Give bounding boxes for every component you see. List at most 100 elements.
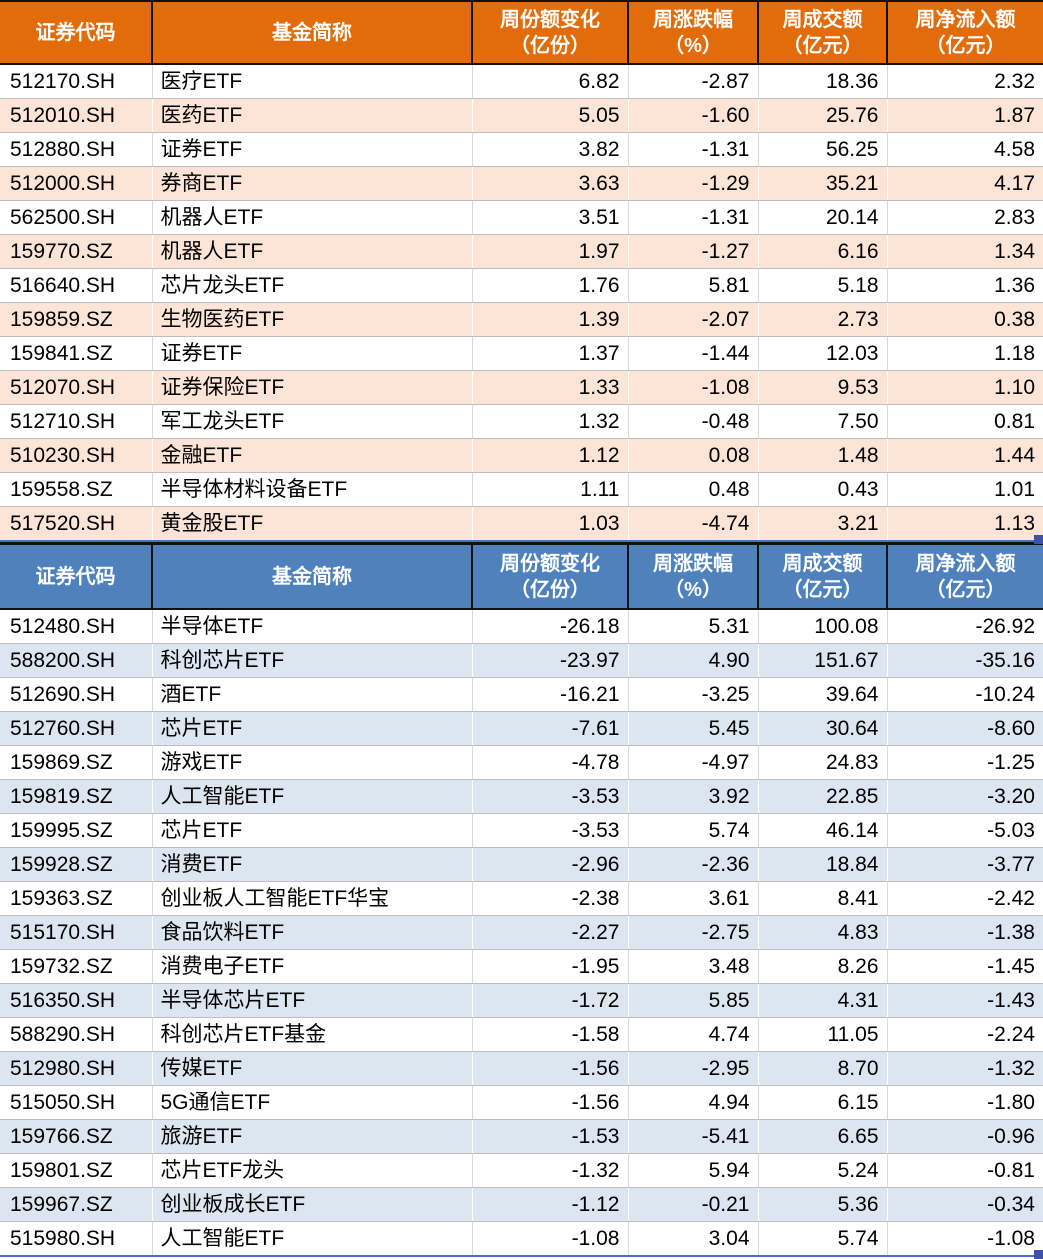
- cell-net-inflow[interactable]: -1.08: [887, 1221, 1043, 1257]
- cell-pct-change[interactable]: -1.29: [628, 166, 759, 201]
- cell-turnover[interactable]: 100.08: [758, 609, 888, 644]
- cell-pct-change[interactable]: -4.97: [628, 745, 759, 780]
- cell-share-change[interactable]: -1.72: [472, 983, 629, 1018]
- cell-code[interactable]: 512010.SH: [0, 98, 153, 133]
- cell-net-inflow[interactable]: 1.10: [887, 370, 1043, 405]
- cell-turnover[interactable]: 30.64: [758, 711, 888, 746]
- cell-turnover[interactable]: 2.73: [758, 302, 888, 337]
- cell-net-inflow[interactable]: 1.13: [887, 506, 1043, 542]
- cell-turnover[interactable]: 12.03: [758, 336, 888, 371]
- cell-pct-change[interactable]: 3.04: [628, 1221, 759, 1257]
- cell-turnover[interactable]: 9.53: [758, 370, 888, 405]
- cell-net-inflow[interactable]: -0.96: [887, 1119, 1043, 1154]
- cell-turnover[interactable]: 6.65: [758, 1119, 888, 1154]
- cell-name[interactable]: 消费电子ETF: [152, 949, 473, 984]
- cell-code[interactable]: 512690.SH: [0, 677, 153, 712]
- cell-pct-change[interactable]: -3.25: [628, 677, 759, 712]
- cell-net-inflow[interactable]: 1.34: [887, 234, 1043, 269]
- cell-turnover[interactable]: 5.36: [758, 1187, 888, 1222]
- cell-name[interactable]: 证券保险ETF: [152, 370, 473, 405]
- cell-turnover[interactable]: 4.31: [758, 983, 888, 1018]
- column-header-pct-change[interactable]: 周涨跌幅 （%）: [628, 0, 759, 65]
- cell-pct-change[interactable]: -1.08: [628, 370, 759, 405]
- cell-code[interactable]: 512480.SH: [0, 609, 153, 644]
- cell-net-inflow[interactable]: -0.81: [887, 1153, 1043, 1188]
- cell-net-inflow[interactable]: -2.24: [887, 1017, 1043, 1052]
- cell-net-inflow[interactable]: -5.03: [887, 813, 1043, 848]
- cell-share-change[interactable]: 1.97: [472, 234, 629, 269]
- cell-pct-change[interactable]: 5.81: [628, 268, 759, 303]
- cell-pct-change[interactable]: 5.94: [628, 1153, 759, 1188]
- cell-turnover[interactable]: 39.64: [758, 677, 888, 712]
- cell-share-change[interactable]: -2.96: [472, 847, 629, 882]
- cell-turnover[interactable]: 22.85: [758, 779, 888, 814]
- cell-code[interactable]: 159928.SZ: [0, 847, 153, 882]
- cell-pct-change[interactable]: 3.48: [628, 949, 759, 984]
- cell-turnover[interactable]: 5.18: [758, 268, 888, 303]
- cell-code[interactable]: 517520.SH: [0, 506, 153, 542]
- cell-turnover[interactable]: 46.14: [758, 813, 888, 848]
- cell-code[interactable]: 515050.SH: [0, 1085, 153, 1120]
- column-header-net-inflow[interactable]: 周净流入额 （亿元）: [887, 542, 1043, 610]
- cell-pct-change[interactable]: -2.36: [628, 847, 759, 882]
- cell-share-change[interactable]: -3.53: [472, 813, 629, 848]
- cell-net-inflow[interactable]: -8.60: [887, 711, 1043, 746]
- cell-code[interactable]: 159732.SZ: [0, 949, 153, 984]
- cell-pct-change[interactable]: 0.48: [628, 472, 759, 507]
- cell-code[interactable]: 512710.SH: [0, 404, 153, 439]
- cell-code[interactable]: 159558.SZ: [0, 472, 153, 507]
- cell-net-inflow[interactable]: 2.83: [887, 200, 1043, 235]
- column-header-code[interactable]: 证券代码: [0, 542, 153, 610]
- cell-name[interactable]: 游戏ETF: [152, 745, 473, 780]
- cell-pct-change[interactable]: -1.31: [628, 132, 759, 167]
- cell-turnover[interactable]: 8.70: [758, 1051, 888, 1086]
- cell-turnover[interactable]: 5.24: [758, 1153, 888, 1188]
- cell-share-change[interactable]: -1.53: [472, 1119, 629, 1154]
- cell-turnover[interactable]: 25.76: [758, 98, 888, 133]
- cell-name[interactable]: 医药ETF: [152, 98, 473, 133]
- cell-name[interactable]: 军工龙头ETF: [152, 404, 473, 439]
- cell-share-change[interactable]: -1.12: [472, 1187, 629, 1222]
- cell-turnover[interactable]: 18.84: [758, 847, 888, 882]
- cell-code[interactable]: 515170.SH: [0, 915, 153, 950]
- cell-name[interactable]: 机器人ETF: [152, 200, 473, 235]
- cell-turnover[interactable]: 20.14: [758, 200, 888, 235]
- cell-turnover[interactable]: 8.26: [758, 949, 888, 984]
- column-header-turnover[interactable]: 周成交额 （亿元）: [758, 0, 888, 65]
- cell-pct-change[interactable]: -2.95: [628, 1051, 759, 1086]
- cell-name[interactable]: 券商ETF: [152, 166, 473, 201]
- cell-name[interactable]: 旅游ETF: [152, 1119, 473, 1154]
- cell-share-change[interactable]: 1.11: [472, 472, 629, 507]
- cell-code[interactable]: 512980.SH: [0, 1051, 153, 1086]
- cell-name[interactable]: 芯片ETF: [152, 711, 473, 746]
- cell-pct-change[interactable]: 4.90: [628, 643, 759, 678]
- cell-name[interactable]: 黄金股ETF: [152, 506, 473, 542]
- cell-net-inflow[interactable]: -1.43: [887, 983, 1043, 1018]
- column-header-name[interactable]: 基金简称: [152, 542, 473, 610]
- cell-code[interactable]: 159801.SZ: [0, 1153, 153, 1188]
- cell-pct-change[interactable]: 3.61: [628, 881, 759, 916]
- cell-net-inflow[interactable]: -1.80: [887, 1085, 1043, 1120]
- cell-share-change[interactable]: -1.56: [472, 1051, 629, 1086]
- cell-net-inflow[interactable]: -1.45: [887, 949, 1043, 984]
- column-header-net-inflow[interactable]: 周净流入额 （亿元）: [887, 0, 1043, 65]
- cell-pct-change[interactable]: -1.60: [628, 98, 759, 133]
- cell-net-inflow[interactable]: 4.58: [887, 132, 1043, 167]
- cell-name[interactable]: 芯片ETF: [152, 813, 473, 848]
- cell-code[interactable]: 588290.SH: [0, 1017, 153, 1052]
- cell-code[interactable]: 159819.SZ: [0, 779, 153, 814]
- cell-turnover[interactable]: 3.21: [758, 506, 888, 542]
- cell-net-inflow[interactable]: -3.77: [887, 847, 1043, 882]
- cell-share-change[interactable]: -7.61: [472, 711, 629, 746]
- cell-net-inflow[interactable]: -1.25: [887, 745, 1043, 780]
- cell-code[interactable]: 510230.SH: [0, 438, 153, 473]
- cell-pct-change[interactable]: -1.44: [628, 336, 759, 371]
- fill-handle-icon[interactable]: [1034, 535, 1043, 544]
- cell-turnover[interactable]: 5.74: [758, 1221, 888, 1257]
- cell-share-change[interactable]: -1.32: [472, 1153, 629, 1188]
- cell-code[interactable]: 516350.SH: [0, 983, 153, 1018]
- cell-turnover[interactable]: 6.16: [758, 234, 888, 269]
- cell-turnover[interactable]: 56.25: [758, 132, 888, 167]
- cell-code[interactable]: 159770.SZ: [0, 234, 153, 269]
- cell-share-change[interactable]: -1.95: [472, 949, 629, 984]
